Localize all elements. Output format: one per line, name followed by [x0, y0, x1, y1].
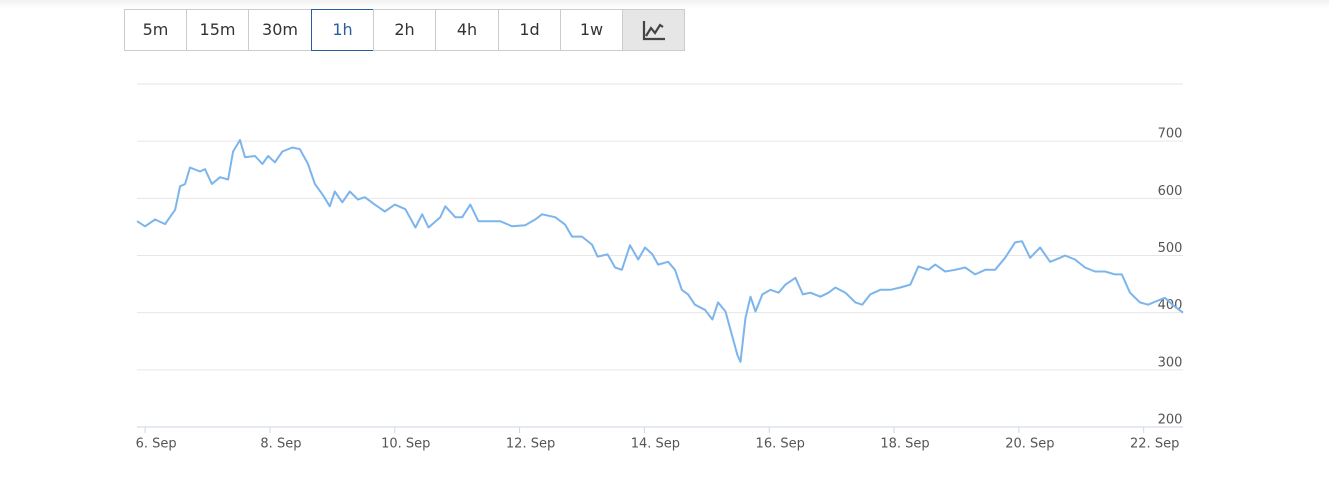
- x-tick-label: 20. Sep: [1005, 437, 1054, 452]
- x-tick-label: 14. Sep: [631, 437, 680, 452]
- top-shade: [0, 0, 1329, 8]
- range-button[interactable]: 30m: [248, 9, 312, 51]
- range-button[interactable]: 2h: [373, 9, 436, 51]
- x-tick-label: 12. Sep: [506, 437, 555, 452]
- range-button[interactable]: 15m: [186, 9, 249, 51]
- x-tick-label: 10. Sep: [381, 437, 430, 452]
- range-button[interactable]: 4h: [435, 9, 499, 51]
- y-tick-label: 400: [1158, 298, 1183, 313]
- x-tick-label: 8. Sep: [260, 437, 301, 452]
- x-tick-label: 18. Sep: [880, 437, 929, 452]
- range-button[interactable]: 1d: [498, 9, 561, 51]
- range-button[interactable]: 1w: [560, 9, 623, 51]
- x-tick-label: 6. Sep: [136, 437, 177, 452]
- x-tick-label: 22. Sep: [1130, 437, 1179, 452]
- y-tick-label: 700: [1158, 127, 1183, 142]
- price-line: [136, 139, 1184, 363]
- y-tick-label: 200: [1158, 413, 1183, 428]
- y-tick-label: 600: [1158, 184, 1183, 199]
- y-tick-label: 300: [1158, 355, 1183, 370]
- x-tick-label: 16. Sep: [756, 437, 805, 452]
- range-button[interactable]: 5m: [124, 9, 187, 51]
- chart-icon: [642, 21, 665, 41]
- y-tick-label: 500: [1158, 241, 1183, 256]
- chart-type-button[interactable]: [622, 9, 685, 51]
